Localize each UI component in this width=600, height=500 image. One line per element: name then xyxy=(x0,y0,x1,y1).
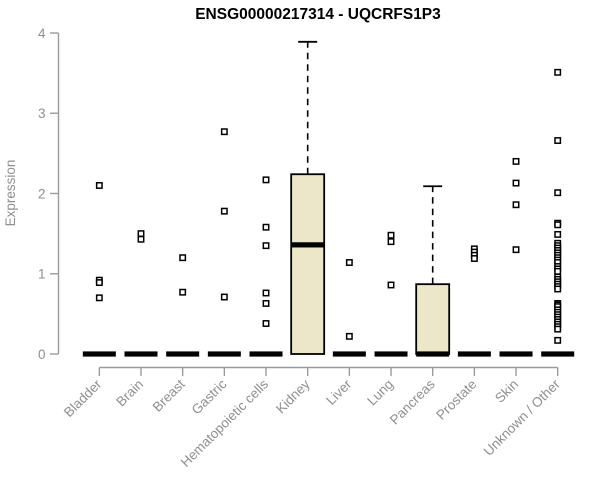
outlier-point-brain xyxy=(137,235,145,243)
outlier-point-unknown-other xyxy=(554,285,562,293)
outlier-point-unknown-other xyxy=(554,137,562,144)
y-tick-label: 2 xyxy=(38,186,46,201)
y-tick-label: 1 xyxy=(38,267,46,282)
x-tick-label: Lung xyxy=(364,377,396,409)
median-hematopoietic-cells xyxy=(249,351,283,357)
outlier-point-breast xyxy=(179,288,187,296)
outlier-point-skin xyxy=(512,246,520,254)
outlier-point-bladder xyxy=(95,182,103,189)
chart-title: ENSG00000217314 - UQCRFS1P3 xyxy=(195,6,441,23)
x-tick-label: Liver xyxy=(323,376,355,408)
outlier-point-bladder xyxy=(95,279,103,287)
median-brain xyxy=(124,351,158,357)
y-tick-label: 0 xyxy=(38,347,46,362)
x-tick-label: Brain xyxy=(113,377,146,410)
outlier-point-lung xyxy=(387,281,395,289)
box-kidney xyxy=(290,173,326,355)
outlier-point-gastric xyxy=(220,128,228,136)
x-tick-label: Prostate xyxy=(433,377,479,423)
median-unknown-other xyxy=(541,351,575,357)
outlier-point-brain xyxy=(137,230,145,238)
outlier-point-breast xyxy=(179,254,187,262)
x-tick-label: Breast xyxy=(150,376,188,414)
outlier-point-gastric xyxy=(220,293,228,301)
outlier-point-hematopoietic-cells xyxy=(262,176,270,184)
outlier-point-gastric xyxy=(220,207,228,215)
outlier-point-unknown-other xyxy=(554,325,562,333)
median-lung xyxy=(374,351,408,357)
outlier-point-hematopoietic-cells xyxy=(262,223,270,231)
outlier-point-prostate xyxy=(470,255,478,262)
outlier-point-lung xyxy=(387,231,395,239)
x-tick-label: Skin xyxy=(492,377,521,406)
outlier-point-hematopoietic-cells xyxy=(262,299,270,307)
outlier-point-hematopoietic-cells xyxy=(262,320,270,327)
box-pancreas xyxy=(415,283,451,355)
x-tick-label: Unknown / Other xyxy=(481,376,564,459)
outlier-point-unknown-other xyxy=(554,336,562,344)
median-skin xyxy=(499,351,533,357)
outlier-point-liver xyxy=(345,259,353,266)
outlier-point-unknown-other xyxy=(554,221,562,229)
outlier-point-liver xyxy=(345,332,353,340)
outlier-point-lung xyxy=(387,238,395,246)
outlier-point-skin xyxy=(512,157,520,165)
y-axis-label: Expression xyxy=(3,160,18,227)
median-pancreas xyxy=(416,351,450,357)
outlier-point-unknown-other xyxy=(554,68,562,76)
median-bladder xyxy=(82,351,116,357)
outlier-point-skin xyxy=(512,179,520,187)
x-tick-label: Gastric xyxy=(189,376,230,417)
x-tick-label: Kidney xyxy=(273,376,313,416)
median-gastric xyxy=(207,351,241,357)
median-kidney xyxy=(291,242,325,248)
median-prostate xyxy=(457,351,491,357)
median-breast xyxy=(166,351,200,357)
x-tick-label: Pancreas xyxy=(387,376,438,427)
outlier-point-unknown-other xyxy=(554,189,562,197)
x-tick-label: Bladder xyxy=(61,376,105,420)
outlier-point-hematopoietic-cells xyxy=(262,242,270,250)
outlier-point-bladder xyxy=(95,294,103,302)
y-tick-label: 3 xyxy=(38,106,46,121)
y-tick-label: 4 xyxy=(38,26,46,41)
outlier-point-unknown-other xyxy=(554,230,562,238)
outlier-point-unknown-other xyxy=(554,267,562,275)
median-liver xyxy=(332,351,366,357)
outlier-point-skin xyxy=(512,201,520,209)
outlier-point-hematopoietic-cells xyxy=(262,289,270,297)
